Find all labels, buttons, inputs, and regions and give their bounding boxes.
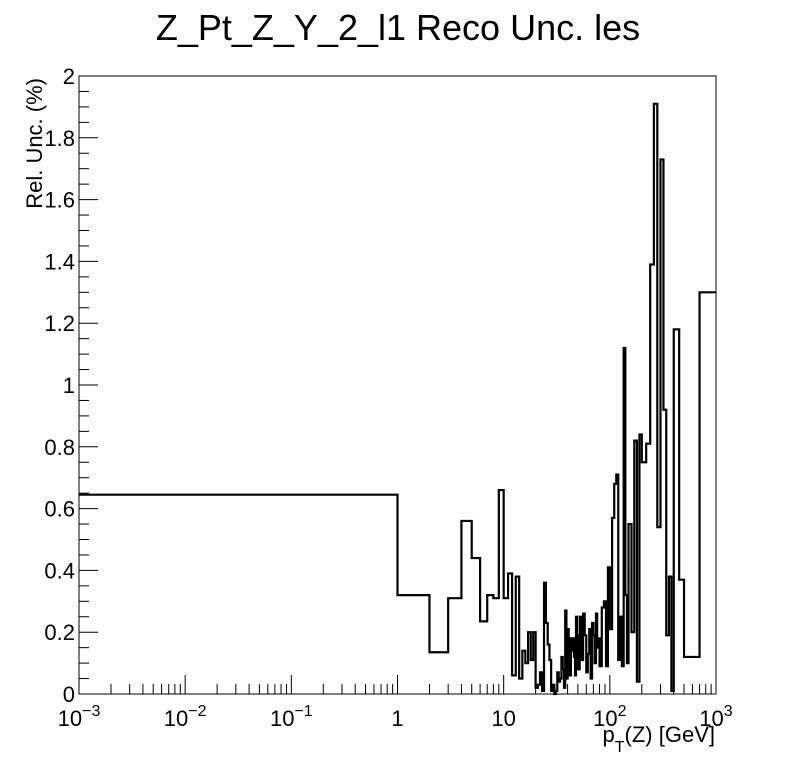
- y-tick-label: 1.6: [44, 188, 75, 213]
- x-tick-label: 10−2: [164, 703, 207, 731]
- x-axis-title-sub: T: [615, 739, 625, 756]
- plot-frame: [78, 75, 717, 695]
- y-axis-title: Rel. Unc. (%): [22, 78, 47, 209]
- plot-border: [78, 75, 717, 695]
- y-tick-label: 0: [63, 682, 75, 707]
- y-tick-label: 0.8: [44, 435, 75, 460]
- y-tick-label: 1.2: [44, 311, 75, 336]
- x-axis-ticks: [78, 675, 717, 694]
- y-tick-label: 1.4: [44, 249, 75, 274]
- y-axis-ticks: [79, 75, 98, 695]
- y-tick-label: 0.4: [44, 558, 75, 583]
- y-tick-label: 0.2: [44, 620, 75, 645]
- x-tick-label: 1: [391, 706, 403, 731]
- histogram-line: [79, 102, 716, 696]
- x-axis-title: pT(Z) [GeV]: [603, 722, 715, 756]
- y-tick-label: 1: [63, 373, 75, 398]
- x-tick-label: 10−3: [58, 703, 101, 731]
- chart-title: Z_Pt_Z_Y_2_l1 Reco Unc. les: [156, 7, 640, 48]
- y-axis-tick-labels: 0 0.2 0.4 0.6 0.8 1 1.2 1.4 1.6 1.8 2: [44, 64, 75, 707]
- x-axis-title-base: p: [603, 722, 615, 747]
- y-tick-label: 1.8: [44, 126, 75, 151]
- x-tick-label: 10: [491, 706, 515, 731]
- x-tick-label: 10−1: [270, 703, 313, 731]
- histogram-series: [79, 102, 716, 696]
- y-tick-label: 2: [63, 64, 75, 89]
- x-tick-label: 103: [699, 703, 732, 731]
- x-axis-tick-labels: 10−3 10−2 10−1 1 10 102 103: [58, 703, 733, 731]
- x-axis-title-rest: (Z) [GeV]: [625, 722, 715, 747]
- y-tick-label: 0.6: [44, 497, 75, 522]
- x-tick-label: 102: [593, 703, 626, 731]
